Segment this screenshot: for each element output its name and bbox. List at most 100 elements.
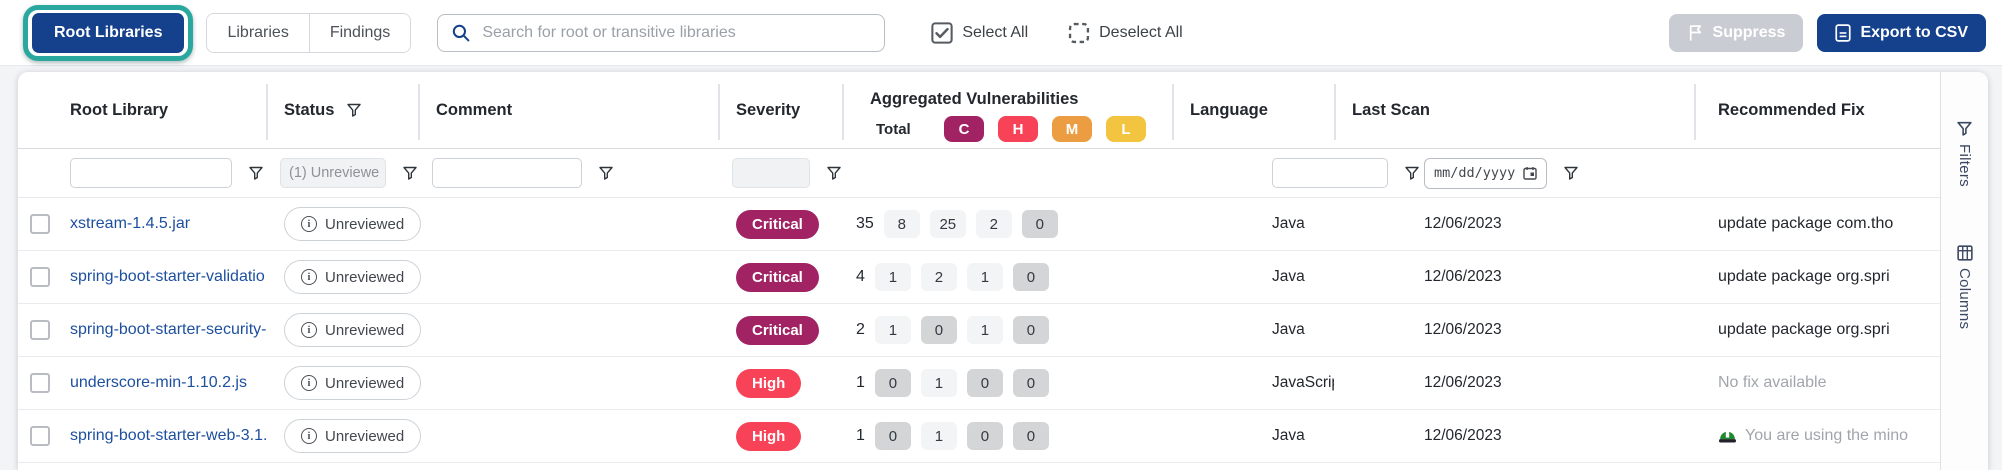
status-filter-value[interactable]: (1) Unreviewe [280, 158, 386, 188]
row-checkbox[interactable] [30, 267, 50, 287]
medium-count: 0 [966, 422, 1003, 450]
language-value: Java [1272, 215, 1305, 232]
medium-count: 1 [966, 263, 1003, 291]
root-library-filter-input[interactable] [70, 158, 232, 188]
info-icon: i [301, 428, 317, 444]
severity-filter-icon[interactable] [826, 165, 842, 181]
column-header-aggregated-vulnerabilities: Aggregated Vulnerabilities Total C H M L [842, 72, 1172, 148]
severity-pill: High [736, 368, 802, 398]
root-libraries-table: Root Library Status Comment Severity Agg… [18, 72, 1988, 470]
columns-panel-button[interactable]: Columns [1956, 245, 1973, 329]
search-input[interactable] [482, 23, 871, 42]
toolbar: Root Libraries Libraries Findings Select… [0, 0, 2002, 66]
recommended-fix-value: You are using the mino [1694, 427, 1908, 445]
deselect-all-label: Deselect All [1099, 23, 1183, 41]
library-name-link[interactable]: spring-boot-starter-security- [70, 321, 266, 338]
tab-group: Libraries Findings [206, 12, 412, 53]
last-scan-value: 12/06/2023 [1424, 321, 1502, 338]
language-value: Java [1272, 268, 1305, 285]
severity-pill: Critical [736, 262, 819, 292]
low-count: 0 [1012, 369, 1049, 397]
helmet-icon [1718, 428, 1737, 445]
table-row: spring-boot-starter-web-3.1. i Unreviewed… [18, 410, 1940, 463]
severity-pill: High [736, 421, 802, 451]
recommended-fix-value: update package org.spri [1718, 268, 1890, 285]
library-name-link[interactable]: spring-boot-starter-validatio [70, 268, 265, 285]
total-count: 1 [856, 374, 865, 391]
row-checkbox[interactable] [30, 426, 50, 446]
language-filter-icon[interactable] [1404, 165, 1420, 181]
language-value: Java [1272, 321, 1305, 338]
suppress-button[interactable]: Suppress [1668, 13, 1804, 52]
status-pill[interactable]: i Unreviewed [284, 313, 422, 347]
severity-filter-value[interactable] [732, 158, 810, 188]
status-pill[interactable]: i Unreviewed [284, 366, 422, 400]
column-header-root-library: Root Library [70, 100, 169, 119]
columns-grid-icon [1956, 245, 1973, 261]
info-icon: i [301, 269, 317, 285]
row-checkbox[interactable] [30, 214, 50, 234]
row-checkbox[interactable] [30, 373, 50, 393]
tab-libraries[interactable]: Libraries [207, 13, 309, 52]
column-header-recommended-fix: Recommended Fix [1694, 72, 1940, 148]
table-row: xstream-1.4.5.jar i Unreviewed Critical 3… [18, 198, 1940, 251]
flag-icon [1687, 24, 1704, 41]
last-scan-value: 12/06/2023 [1424, 215, 1502, 232]
total-label: Total [876, 120, 911, 138]
total-count: 4 [856, 268, 865, 285]
info-icon: i [301, 375, 317, 391]
vulnerability-counts: 1 0 1 0 0 [842, 369, 1172, 397]
status-sort-filter-icon[interactable] [346, 102, 362, 118]
recommended-fix-value: No fix available [1718, 374, 1827, 391]
filters-panel-button[interactable]: Filters [1956, 120, 1973, 187]
critical-count: 0 [874, 369, 911, 397]
column-header-status: Status [266, 72, 418, 148]
library-name-link[interactable]: xstream-1.4.5.jar [70, 215, 191, 232]
critical-count: 1 [874, 316, 911, 344]
status-pill[interactable]: i Unreviewed [284, 207, 422, 241]
last-scan-date-filter[interactable]: mm/dd/yyyy [1424, 157, 1548, 189]
critical-count: 8 [883, 210, 920, 238]
last-scan-value: 12/06/2023 [1424, 268, 1502, 285]
tab-findings[interactable]: Findings [308, 13, 411, 52]
recommended-fix-value: update package com.tho [1718, 215, 1894, 232]
table-row: spring-boot-starter-validatio i Unreviewe… [18, 251, 1940, 304]
info-icon: i [301, 216, 317, 232]
severity-pill: Critical [736, 315, 819, 345]
library-search[interactable] [437, 13, 886, 52]
total-count: 1 [856, 427, 865, 444]
library-name-link[interactable]: underscore-min-1.10.2.js [70, 374, 247, 391]
comment-filter-input[interactable] [432, 158, 582, 188]
language-filter-input[interactable] [1272, 158, 1388, 188]
tab-root-libraries[interactable]: Root Libraries [32, 12, 185, 53]
root-library-filter-icon[interactable] [248, 165, 264, 181]
last-scan-value: 12/06/2023 [1424, 427, 1502, 444]
medium-count: 1 [966, 316, 1003, 344]
total-count: 2 [856, 321, 865, 338]
vulnerability-counts: 4 1 2 1 0 [842, 263, 1172, 291]
medium-badge: M [1052, 116, 1092, 142]
dashed-square-icon [1068, 22, 1090, 44]
critical-count: 0 [874, 422, 911, 450]
row-checkbox[interactable] [30, 320, 50, 340]
select-all-button[interactable]: Select All [931, 21, 1028, 44]
status-filter-icon[interactable] [402, 165, 418, 181]
vulnerability-counts: 35 8 25 2 0 [842, 210, 1172, 238]
recommended-fix-value: update package org.spri [1718, 321, 1890, 338]
filter-row: (1) Unreviewe [18, 148, 1940, 198]
last-scan-filter-icon[interactable] [1563, 165, 1579, 181]
export-to-csv-button[interactable]: Export to CSV [1817, 13, 1986, 52]
status-pill[interactable]: i Unreviewed [284, 260, 422, 294]
comment-filter-icon[interactable] [598, 165, 614, 181]
column-header-severity: Severity [718, 72, 842, 148]
high-count: 25 [929, 210, 966, 238]
document-icon [1835, 23, 1852, 42]
medium-count: 0 [966, 369, 1003, 397]
deselect-all-button[interactable]: Deselect All [1068, 22, 1183, 44]
low-count: 0 [1012, 422, 1049, 450]
library-name-link[interactable]: spring-boot-starter-web-3.1. [70, 427, 266, 444]
table-row: spring-boot-starter-security- i Unreviewe… [18, 304, 1940, 357]
critical-badge: C [944, 116, 984, 142]
critical-count: 1 [874, 263, 911, 291]
status-pill[interactable]: i Unreviewed [284, 419, 422, 453]
